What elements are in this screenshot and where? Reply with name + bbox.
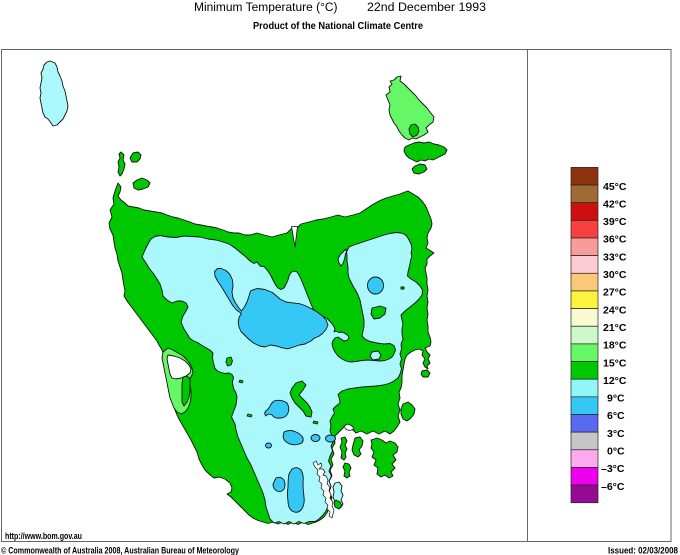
svg-text:30°C: 30°C — [603, 269, 627, 281]
svg-text:24°C: 24°C — [603, 304, 627, 316]
svg-text:Minimum Temperature (°C): Minimum Temperature (°C) — [194, 0, 338, 14]
svg-text:45°C: 45°C — [603, 181, 627, 193]
svg-text:3°C: 3°C — [607, 428, 625, 440]
svg-text:http://www.bom.gov.au: http://www.bom.gov.au — [5, 531, 82, 541]
svg-text:33°C: 33°C — [603, 251, 627, 263]
svg-text:15°C: 15°C — [603, 357, 627, 369]
svg-text:27°C: 27°C — [603, 287, 627, 299]
svg-text:© Commonwealth of Australia 20: © Commonwealth of Australia 2008, Austra… — [1, 545, 239, 555]
svg-text:21°C: 21°C — [603, 322, 627, 334]
svg-text:Product of the National Climat: Product of the National Climate Centre — [253, 21, 423, 32]
svg-text:36°C: 36°C — [603, 234, 627, 246]
svg-text:18°C: 18°C — [603, 340, 627, 352]
svg-text:39°C: 39°C — [603, 216, 627, 228]
svg-text:0°C: 0°C — [607, 446, 625, 458]
svg-text:9°C: 9°C — [607, 393, 625, 405]
svg-text:12°C: 12°C — [603, 375, 627, 387]
svg-text:42°C: 42°C — [603, 198, 627, 210]
svg-text:6°C: 6°C — [607, 410, 625, 422]
svg-text:Issued: 02/03/2008: Issued: 02/03/2008 — [608, 545, 678, 555]
svg-text:–3°C: –3°C — [601, 463, 625, 475]
svg-text:22nd December 1993: 22nd December 1993 — [367, 0, 486, 14]
svg-text:–6°C: –6°C — [601, 481, 625, 493]
